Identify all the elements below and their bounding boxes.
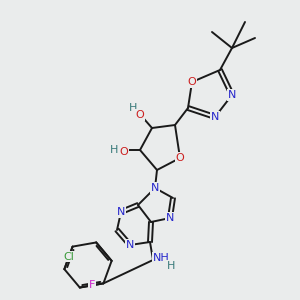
Text: N: N <box>211 112 219 122</box>
Text: H: H <box>167 261 175 271</box>
Text: O: O <box>136 110 144 120</box>
Text: H: H <box>129 103 137 113</box>
Text: NH: NH <box>153 253 169 263</box>
Text: O: O <box>188 77 196 87</box>
Text: N: N <box>126 240 134 250</box>
Text: N: N <box>117 207 125 217</box>
Text: F: F <box>88 280 95 290</box>
Text: N: N <box>151 183 159 193</box>
Text: N: N <box>228 90 236 100</box>
Text: O: O <box>176 153 184 163</box>
Text: Cl: Cl <box>63 252 74 262</box>
Text: O: O <box>120 147 128 157</box>
Text: H: H <box>110 145 118 155</box>
Text: N: N <box>166 213 174 223</box>
